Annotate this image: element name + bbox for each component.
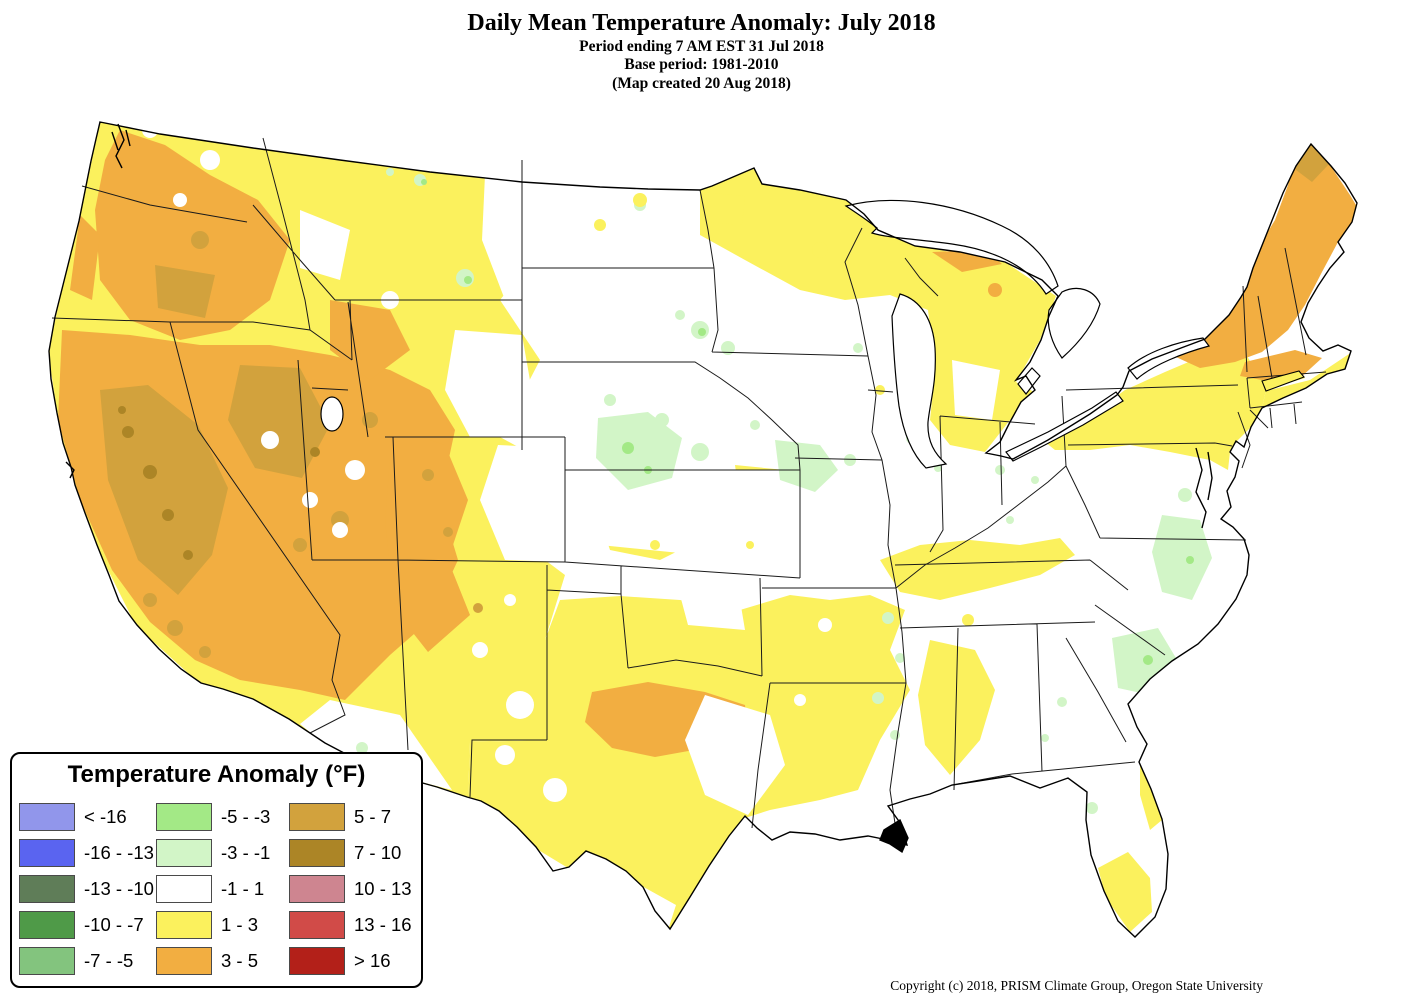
legend-item: 10 - 13	[289, 871, 422, 907]
legend-label: -7 - -5	[84, 950, 134, 971]
legend-label: 7 - 10	[354, 842, 402, 863]
lake-erie	[1005, 391, 1124, 462]
legend-item: < -16	[19, 799, 156, 835]
lake-huron	[1047, 287, 1101, 359]
legend: Temperature Anomaly (°F) < -16 -16 - -13…	[10, 752, 423, 988]
mississippi-delta	[879, 818, 909, 854]
legend-swatch	[289, 839, 345, 867]
legend-grid: < -16 -16 - -13 -13 - -10 -10 - -7 -7 - …	[19, 799, 421, 979]
legend-label: -16 - -13	[84, 842, 154, 863]
legend-swatch	[19, 911, 75, 939]
legend-swatch	[156, 839, 212, 867]
legend-item: 1 - 3	[156, 907, 289, 943]
anomaly-regions-m5-m3	[421, 179, 1194, 665]
puget-sound	[111, 123, 131, 169]
subtitle-period: Period ending 7 AM EST 31 Jul 2018	[579, 37, 824, 55]
legend-item: 5 - 7	[289, 799, 422, 835]
legend-swatch	[289, 911, 345, 939]
legend-label: 1 - 3	[221, 914, 259, 935]
legend-swatch	[19, 803, 75, 831]
legend-swatch	[19, 947, 75, 975]
lake-michigan	[891, 293, 948, 469]
sf-bay	[65, 461, 75, 479]
legend-item: -5 - -3	[156, 799, 289, 835]
legend-swatch	[156, 875, 212, 903]
legend-label: > 16	[354, 950, 391, 971]
legend-swatch	[156, 803, 212, 831]
lake-ontario	[1127, 337, 1211, 380]
legend-item: -7 - -5	[19, 943, 156, 979]
copyright-text: Copyright (c) 2018, PRISM Climate Group,…	[890, 978, 1263, 993]
legend-label: -13 - -10	[84, 878, 154, 899]
legend-label: 5 - 7	[354, 806, 392, 827]
legend-item: -3 - -1	[156, 835, 289, 871]
coast-details	[65, 123, 1213, 854]
legend-label: < -16	[84, 806, 127, 827]
legend-swatch	[289, 947, 345, 975]
legend-label: 3 - 5	[221, 950, 259, 971]
legend-item: -13 - -10	[19, 871, 156, 907]
legend-label: -1 - 1	[221, 878, 265, 899]
legend-label: 10 - 13	[354, 878, 412, 899]
legend-label: -10 - -7	[84, 914, 144, 935]
legend-label: 13 - 16	[354, 914, 412, 935]
great-salt-lake	[320, 396, 344, 432]
anomaly-regions-5-7	[100, 144, 1330, 658]
legend-swatch	[289, 803, 345, 831]
legend-swatch	[19, 875, 75, 903]
legend-swatch	[156, 947, 212, 975]
anomaly-regions-7-10	[118, 406, 320, 560]
chesapeake-bay	[1195, 447, 1213, 529]
legend-title: Temperature Anomaly (°F)	[67, 761, 366, 788]
long-island	[1261, 370, 1305, 392]
legend-label: -3 - -1	[221, 842, 271, 863]
legend-label: -5 - -3	[221, 806, 271, 827]
legend-item: -10 - -7	[19, 907, 156, 943]
legend-swatch	[289, 875, 345, 903]
legend-swatch	[156, 911, 212, 939]
legend-item: -1 - 1	[156, 871, 289, 907]
subtitle-created: (Map created 20 Aug 2018)	[612, 74, 791, 92]
subtitle-base-period: Base period: 1981-2010	[624, 56, 779, 74]
legend-swatch	[19, 839, 75, 867]
legend-item: > 16	[289, 943, 422, 979]
legend-item: 13 - 16	[289, 907, 422, 943]
page-title: Daily Mean Temperature Anomaly: July 201…	[467, 10, 936, 36]
title-block: Daily Mean Temperature Anomaly: July 201…	[0, 10, 1403, 93]
legend-item: -16 - -13	[19, 835, 156, 871]
legend-item: 7 - 10	[289, 835, 422, 871]
legend-item: 3 - 5	[156, 943, 289, 979]
